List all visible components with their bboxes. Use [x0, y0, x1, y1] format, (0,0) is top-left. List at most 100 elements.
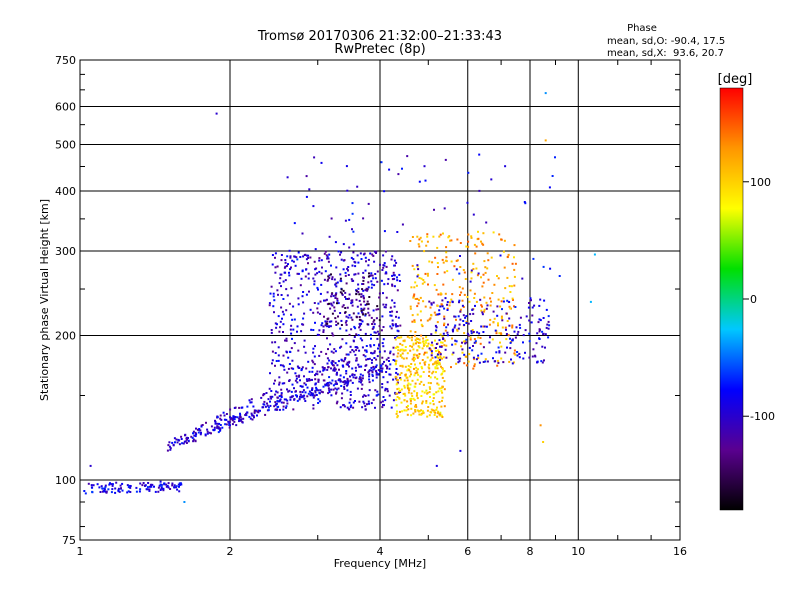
data-point [411, 320, 414, 323]
data-point [427, 366, 430, 369]
data-point [509, 341, 512, 344]
data-point [284, 259, 287, 261]
data-point [436, 367, 439, 370]
data-point [485, 325, 488, 328]
data-point [338, 368, 340, 371]
data-point [416, 264, 419, 267]
data-point [90, 484, 93, 487]
data-point [491, 292, 494, 294]
data-point [291, 395, 294, 398]
data-point [375, 394, 378, 397]
data-point [524, 202, 527, 205]
data-point [373, 344, 376, 347]
data-point [288, 274, 291, 277]
data-point [395, 412, 398, 415]
data-point [370, 351, 373, 354]
data-point [281, 310, 284, 313]
data-point [273, 405, 276, 408]
data-point [434, 376, 437, 379]
data-point [392, 353, 395, 356]
data-points [83, 92, 596, 503]
data-point [337, 387, 340, 390]
data-point [311, 394, 314, 397]
data-point [437, 266, 439, 269]
data-point [351, 381, 354, 384]
data-point [104, 484, 107, 487]
data-point [287, 367, 290, 370]
data-point [545, 326, 548, 329]
data-point [523, 201, 526, 203]
data-point [461, 341, 463, 344]
data-point [271, 362, 273, 365]
data-point [360, 293, 363, 296]
data-point [411, 314, 414, 317]
data-point [376, 355, 379, 358]
data-point [367, 286, 370, 289]
data-point [288, 350, 291, 353]
data-point [370, 286, 373, 289]
data-point [481, 311, 484, 314]
data-point [263, 400, 266, 403]
data-point [368, 381, 371, 384]
data-point [483, 260, 486, 263]
data-point [389, 306, 392, 309]
data-point [430, 352, 433, 354]
data-point [312, 404, 315, 407]
data-point [535, 342, 538, 345]
data-point [296, 395, 298, 398]
data-point [252, 405, 255, 408]
data-point [167, 482, 170, 485]
data-point [416, 235, 419, 238]
data-point [229, 408, 232, 411]
data-point [547, 320, 550, 323]
data-point [418, 180, 421, 183]
data-point [422, 344, 425, 347]
data-point [367, 258, 370, 261]
data-point [463, 271, 466, 274]
data-point [381, 362, 384, 365]
data-point [414, 405, 416, 408]
data-point [235, 424, 238, 427]
data-point [532, 348, 535, 351]
data-point [405, 406, 408, 409]
data-point [340, 251, 343, 254]
data-point [266, 402, 268, 405]
data-point [383, 262, 386, 265]
data-point [367, 303, 370, 306]
data-point [175, 485, 178, 488]
colorbar-tick-label: 0 [750, 293, 757, 306]
data-point [505, 338, 508, 341]
data-point [436, 412, 439, 415]
data-point [411, 395, 414, 397]
data-point [416, 313, 419, 316]
data-point [331, 362, 334, 365]
data-point [352, 251, 355, 254]
data-point [416, 340, 419, 343]
data-point [216, 425, 219, 428]
data-point [431, 261, 434, 264]
data-point [451, 293, 454, 296]
data-point [533, 304, 536, 307]
data-point [314, 321, 316, 324]
data-point [361, 346, 364, 349]
data-point [225, 418, 228, 421]
data-point [286, 294, 289, 297]
data-point [395, 371, 398, 374]
data-point [285, 339, 288, 342]
data-point [349, 375, 351, 378]
data-point [414, 385, 417, 388]
data-point [335, 392, 337, 395]
data-point [418, 353, 421, 355]
data-point [347, 266, 350, 268]
data-point [486, 267, 489, 270]
data-point [509, 347, 512, 350]
data-point [389, 314, 392, 317]
data-point [373, 250, 376, 253]
data-point [214, 422, 217, 425]
data-point [253, 410, 256, 413]
data-point [284, 279, 287, 282]
data-point [332, 351, 335, 354]
data-point [531, 355, 534, 358]
data-point [279, 277, 282, 280]
